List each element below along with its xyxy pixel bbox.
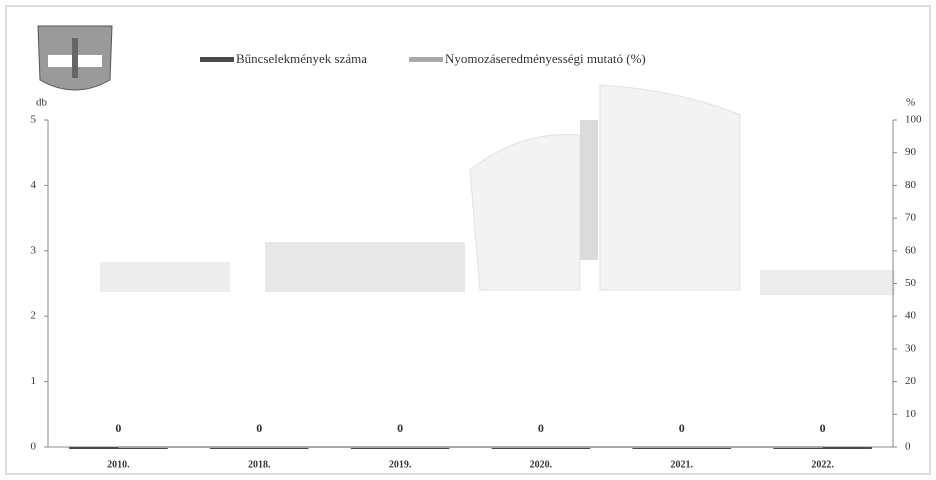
- legend-label: Nyomozáseredményességi mutató (%): [445, 51, 646, 66]
- y2-tick-label: 0: [905, 441, 911, 453]
- data-label: 0: [679, 421, 685, 435]
- x-tick-label: 2022.: [811, 459, 834, 470]
- y2-tick-label: 50: [905, 277, 917, 289]
- bar: [773, 447, 872, 449]
- y2-tick-label: 20: [905, 375, 917, 387]
- y2-tick-label: 90: [905, 146, 917, 158]
- y2-tick-label: 80: [905, 179, 917, 191]
- y-tick-label: 5: [31, 114, 37, 126]
- data-label: 0: [820, 421, 826, 435]
- y2-tick-label: 30: [905, 342, 917, 354]
- x-tick-label: 2018.: [248, 459, 271, 470]
- y2-tick-label: 10: [905, 408, 917, 420]
- data-label: 0: [538, 421, 544, 435]
- legend-swatch: [409, 57, 444, 62]
- y-tick-label: 4: [31, 179, 37, 191]
- y-tick-label: 3: [31, 244, 37, 256]
- x-tick-label: 2021.: [671, 459, 694, 470]
- x-tick-label: 2019.: [389, 459, 412, 470]
- legend-swatch: [200, 57, 234, 62]
- data-label: 0: [397, 421, 403, 435]
- x-tick-label: 2020.: [530, 459, 553, 470]
- y-tick-label: 1: [31, 375, 37, 387]
- data-label: 0: [256, 421, 262, 435]
- background-image: [100, 84, 895, 295]
- y2-axis-label: %: [906, 97, 915, 109]
- logo: [37, 25, 113, 91]
- y2-tick-label: 40: [905, 310, 917, 322]
- x-tick-label: 2010.: [107, 459, 130, 470]
- y-tick-label: 0: [31, 441, 37, 453]
- y-axis-label: db: [36, 97, 48, 109]
- legend-label: Bűncselekmények száma: [236, 51, 367, 66]
- frame: [5, 5, 931, 475]
- data-label: 0: [115, 421, 121, 435]
- y2-tick-label: 60: [905, 244, 917, 256]
- y2-tick-label: 70: [905, 212, 917, 224]
- y-tick-label: 2: [31, 310, 37, 322]
- y2-tick-label: 100: [905, 114, 922, 126]
- legend: Bűncselekmények száma Nyomozáseredményess…: [200, 51, 646, 66]
